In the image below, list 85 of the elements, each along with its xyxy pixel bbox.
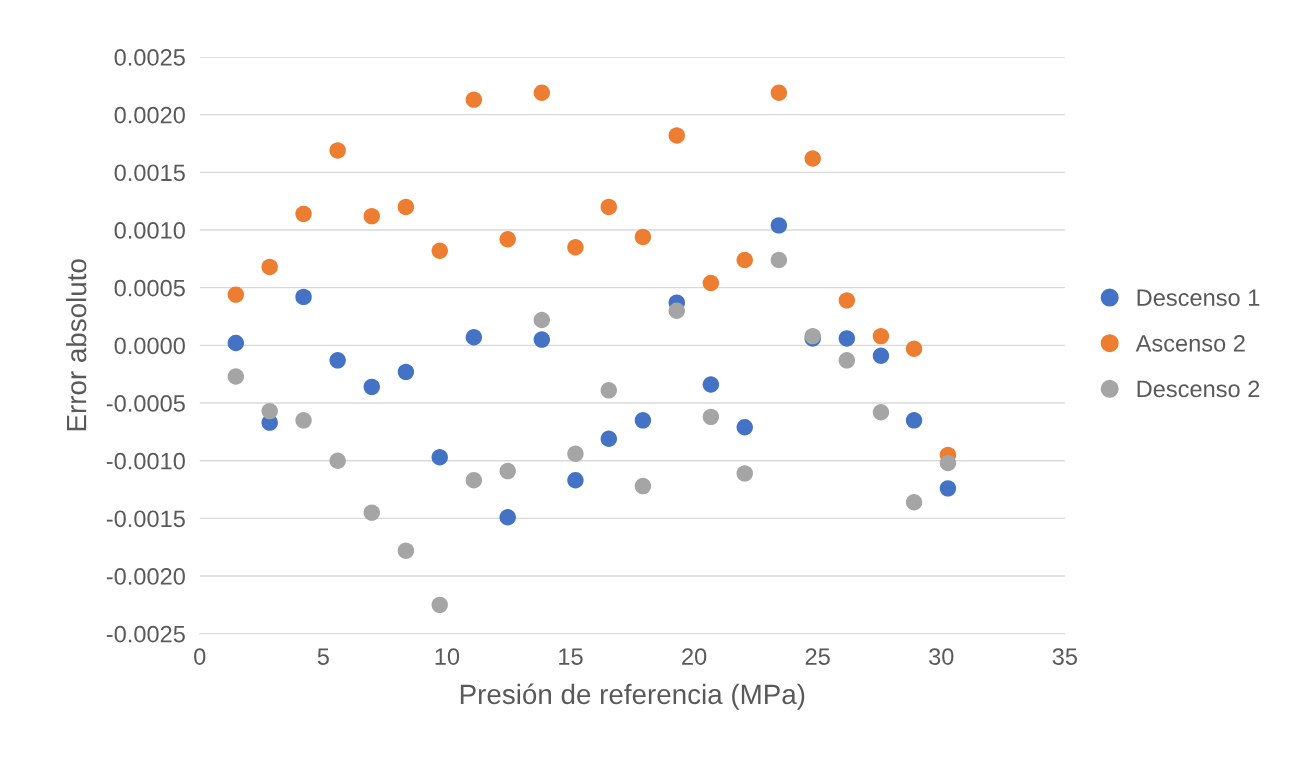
- point: [668, 127, 685, 144]
- point: [905, 494, 923, 511]
- point: [770, 217, 788, 234]
- point: [567, 445, 584, 462]
- point: [397, 198, 415, 216]
- point: [227, 286, 245, 303]
- point: [634, 228, 652, 246]
- point: [397, 542, 415, 559]
- point: [397, 363, 415, 381]
- x-tick-label: 35: [1052, 648, 1077, 665]
- point: [872, 327, 890, 345]
- point: [838, 292, 856, 309]
- point: [939, 454, 957, 472]
- point: [329, 452, 346, 469]
- point: [499, 462, 516, 480]
- point: [295, 288, 312, 306]
- point: [939, 480, 957, 497]
- legend-label: Descenso 2: [1137, 380, 1260, 398]
- point: [431, 596, 448, 614]
- point: [872, 347, 890, 364]
- point: [634, 477, 652, 495]
- point: [702, 376, 720, 393]
- point: [329, 352, 346, 369]
- point: [872, 404, 890, 421]
- point: [736, 251, 753, 269]
- y-tick-label: 0.0020: [114, 106, 185, 124]
- point: [533, 84, 551, 101]
- point: [736, 465, 753, 482]
- y-tick-label: -0.0015: [106, 510, 185, 528]
- legend-label: Ascenso 2: [1135, 334, 1245, 352]
- point: [363, 378, 380, 396]
- y-tick-label: -0.0025: [106, 625, 185, 643]
- point: [533, 331, 551, 348]
- y-tick-label: -0.0020: [106, 568, 185, 585]
- point: [736, 419, 753, 436]
- point: [261, 258, 278, 276]
- point: [668, 302, 685, 319]
- x-tick-label: 20: [682, 648, 707, 665]
- point: [363, 207, 380, 225]
- point: [499, 508, 516, 526]
- point: [567, 239, 584, 256]
- point: [567, 472, 584, 489]
- point: [227, 334, 245, 352]
- y-tick-label: 0.0005: [114, 279, 185, 297]
- x-tick-label: 30: [929, 648, 954, 665]
- point: [838, 352, 856, 369]
- point: [295, 205, 312, 223]
- y-tick-label: 0.0025: [114, 49, 185, 66]
- point: [905, 412, 923, 429]
- y-tick-label: -0.0010: [106, 452, 185, 470]
- point: [634, 412, 652, 429]
- point: [465, 91, 483, 108]
- point: [770, 84, 788, 101]
- y-axis-title: Error absoluto: [65, 259, 87, 431]
- point: [329, 142, 346, 159]
- point: [227, 368, 245, 385]
- x-tick-label: 0: [194, 648, 206, 665]
- point: [431, 242, 448, 259]
- point: [499, 231, 516, 248]
- y-tick-label: -0.0005: [106, 395, 185, 412]
- point: [363, 504, 380, 521]
- point: [600, 198, 618, 216]
- point: [533, 311, 551, 329]
- point: [702, 274, 720, 292]
- x-tick-label: 10: [435, 648, 460, 665]
- point: [465, 472, 483, 489]
- point: [770, 251, 788, 269]
- y-tick-label: 0.0000: [114, 337, 185, 355]
- point: [295, 412, 312, 429]
- point: [600, 430, 618, 447]
- x-tick-label: 25: [805, 648, 830, 665]
- point: [804, 150, 821, 167]
- x-tick-label: 5: [317, 648, 329, 665]
- point: [702, 408, 720, 426]
- point: [261, 402, 278, 420]
- x-axis-title: Presión de referencia (MPa): [460, 683, 805, 710]
- y-tick-label: 0.0015: [114, 164, 185, 182]
- point: [600, 382, 618, 399]
- y-tick-label: 0.0010: [114, 222, 185, 239]
- point: [838, 330, 856, 347]
- point: [465, 329, 483, 346]
- legend-label: Descenso 1: [1137, 289, 1260, 307]
- point: [431, 449, 448, 466]
- x-tick-label: 15: [559, 648, 583, 665]
- point: [905, 340, 923, 358]
